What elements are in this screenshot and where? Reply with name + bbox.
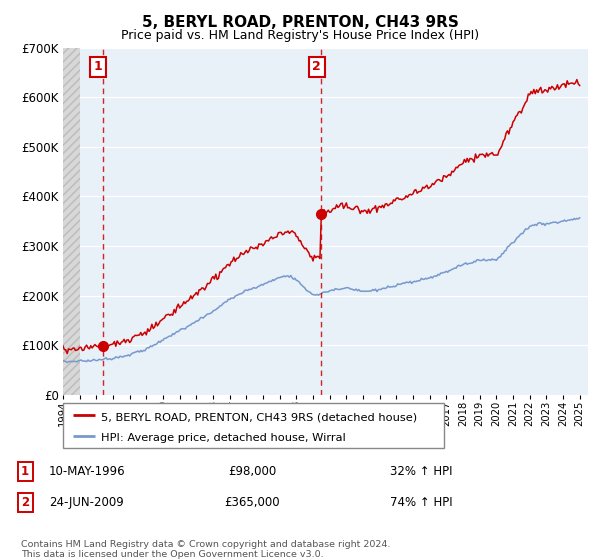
Text: £365,000: £365,000 bbox=[224, 496, 280, 509]
Text: 2: 2 bbox=[313, 60, 321, 73]
Text: 10-MAY-1996: 10-MAY-1996 bbox=[49, 465, 125, 478]
Text: Price paid vs. HM Land Registry's House Price Index (HPI): Price paid vs. HM Land Registry's House … bbox=[121, 29, 479, 42]
Text: 24-JUN-2009: 24-JUN-2009 bbox=[50, 496, 124, 509]
Text: 5, BERYL ROAD, PRENTON, CH43 9RS (detached house): 5, BERYL ROAD, PRENTON, CH43 9RS (detach… bbox=[101, 413, 417, 423]
Bar bbox=[63, 48, 80, 395]
Text: Contains HM Land Registry data © Crown copyright and database right 2024.
This d: Contains HM Land Registry data © Crown c… bbox=[21, 540, 391, 559]
Text: 2: 2 bbox=[21, 496, 29, 509]
Text: £98,000: £98,000 bbox=[228, 465, 276, 478]
FancyBboxPatch shape bbox=[63, 403, 444, 448]
Text: 5, BERYL ROAD, PRENTON, CH43 9RS: 5, BERYL ROAD, PRENTON, CH43 9RS bbox=[142, 15, 458, 30]
Text: HPI: Average price, detached house, Wirral: HPI: Average price, detached house, Wirr… bbox=[101, 433, 346, 443]
Text: 74% ↑ HPI: 74% ↑ HPI bbox=[390, 496, 452, 509]
Text: 1: 1 bbox=[94, 60, 103, 73]
Text: 1: 1 bbox=[21, 465, 29, 478]
Text: 32% ↑ HPI: 32% ↑ HPI bbox=[390, 465, 452, 478]
